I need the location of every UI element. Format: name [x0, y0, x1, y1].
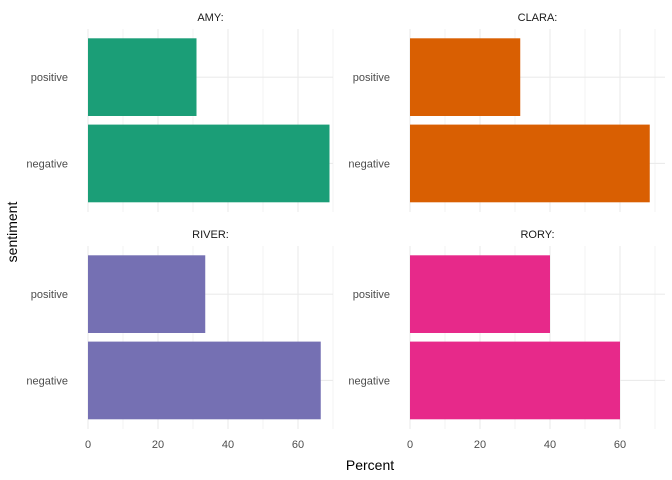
x-tick-label: 60 — [614, 439, 626, 451]
x-tick-label: 40 — [222, 439, 234, 451]
x-axis-title: Percent — [346, 457, 394, 473]
category-label: negative — [348, 375, 390, 387]
bar-positive — [88, 255, 206, 333]
bar-negative — [88, 341, 321, 420]
x-tick-label: 60 — [292, 439, 304, 451]
facet-label: RORY: — [520, 229, 554, 241]
category-label: positive — [31, 72, 68, 84]
bar-negative — [88, 124, 330, 203]
facet-label: AMY: — [197, 12, 223, 24]
facet-label: CLARA: — [518, 12, 558, 24]
category-label: negative — [348, 158, 390, 170]
category-label: positive — [31, 289, 68, 301]
panel-1: positive negative AMY: — [26, 12, 334, 212]
y-axis-title: sentiment — [4, 202, 20, 263]
bar-positive — [410, 255, 550, 333]
panels-layer: positive negative AMY: positive negative CLAR… — [26, 12, 665, 451]
x-tick-label: 0 — [407, 439, 413, 451]
bar-negative — [410, 124, 650, 203]
x-tick-label: 20 — [152, 439, 164, 451]
bar-positive — [410, 38, 521, 116]
bar-negative — [410, 341, 620, 420]
x-tick-label: 40 — [544, 439, 556, 451]
panel-2: positive negative CLARA: — [348, 12, 665, 212]
facet-label: RIVER: — [192, 229, 229, 241]
panel-4: positive negative RORY: 0 20 40 60 — [348, 229, 665, 451]
category-label: negative — [26, 375, 68, 387]
panel-3: positive negative RIVER: 0 20 40 60 — [26, 229, 334, 451]
category-label: positive — [353, 72, 390, 84]
bar-positive — [88, 38, 197, 116]
x-tick-label: 0 — [85, 439, 91, 451]
x-tick-label: 20 — [474, 439, 486, 451]
category-label: positive — [353, 289, 390, 301]
category-label: negative — [26, 158, 68, 170]
